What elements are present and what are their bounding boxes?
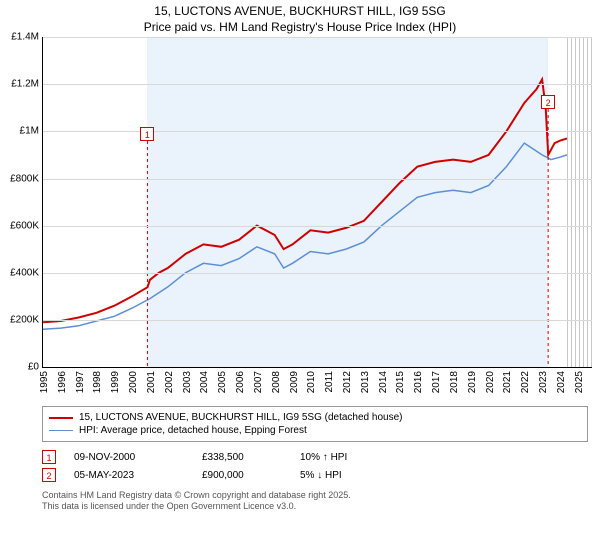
series-price_paid <box>43 80 567 323</box>
sales-row-marker: 2 <box>42 468 56 482</box>
y-axis-label: £1.2M <box>11 79 39 90</box>
x-axis-label: 2021 <box>502 371 513 393</box>
gridline <box>43 273 592 274</box>
x-axis-label: 1998 <box>92 371 103 393</box>
x-axis-label: 2013 <box>360 371 371 393</box>
footer-line-2: This data is licensed under the Open Gov… <box>42 501 588 512</box>
x-axis-label: 2001 <box>146 371 157 393</box>
x-axis-label: 2009 <box>289 371 300 393</box>
x-axis-label: 2012 <box>342 371 353 393</box>
x-axis-label: 2002 <box>164 371 175 393</box>
x-axis-label: 2022 <box>520 371 531 393</box>
sales-row: 2 05-MAY-2023 £900,000 5% ↓ HPI <box>42 466 588 484</box>
sales-row: 1 09-NOV-2000 £338,500 10% ↑ HPI <box>42 448 588 466</box>
legend: 15, LUCTONS AVENUE, BUCKHURST HILL, IG9 … <box>42 406 588 442</box>
x-axis-label: 2005 <box>217 371 228 393</box>
x-axis-label: 2018 <box>449 371 460 393</box>
y-axis-label: £0 <box>28 362 39 373</box>
gridline <box>43 131 592 132</box>
x-axis-label: 2007 <box>253 371 264 393</box>
gridline <box>43 179 592 180</box>
sale-marker-1: 1 <box>140 127 154 141</box>
legend-swatch <box>49 430 73 431</box>
sales-row-marker: 1 <box>42 450 56 464</box>
x-axis-label: 2003 <box>182 371 193 393</box>
sale-delta: 10% ↑ HPI <box>300 452 390 463</box>
title-line-1: 15, LUCTONS AVENUE, BUCKHURST HILL, IG9 … <box>0 4 600 20</box>
x-axis-label: 2023 <box>538 371 549 393</box>
x-axis-label: 1997 <box>75 371 86 393</box>
x-axis-label: 2025 <box>574 371 585 393</box>
line-chart-svg <box>43 37 592 367</box>
gridline <box>43 84 592 85</box>
sale-date: 09-NOV-2000 <box>74 452 184 463</box>
y-axis-label: £400K <box>10 267 39 278</box>
x-axis-label: 2020 <box>485 371 496 393</box>
y-axis-label: £200K <box>10 315 39 326</box>
x-axis-label: 2004 <box>199 371 210 393</box>
x-axis-label: 2010 <box>306 371 317 393</box>
x-axis-label: 2000 <box>128 371 139 393</box>
legend-swatch <box>49 417 73 419</box>
chart-title: 15, LUCTONS AVENUE, BUCKHURST HILL, IG9 … <box>0 0 600 37</box>
x-axis-label: 2016 <box>413 371 424 393</box>
x-axis-label: 2017 <box>431 371 442 393</box>
legend-label: HPI: Average price, detached house, Eppi… <box>79 425 307 436</box>
y-axis-label: £600K <box>10 220 39 231</box>
y-axis-label: £1M <box>20 126 39 137</box>
x-axis-label: 1999 <box>110 371 121 393</box>
gridline <box>43 37 592 38</box>
gridline <box>43 320 592 321</box>
sale-delta: 5% ↓ HPI <box>300 470 390 481</box>
x-axis-label: 2014 <box>378 371 389 393</box>
y-axis-label: £800K <box>10 173 39 184</box>
legend-row: HPI: Average price, detached house, Eppi… <box>49 424 581 437</box>
legend-label: 15, LUCTONS AVENUE, BUCKHURST HILL, IG9 … <box>79 412 402 423</box>
sale-price: £338,500 <box>202 452 282 463</box>
x-axis-label: 1995 <box>39 371 50 393</box>
sale-date: 05-MAY-2023 <box>74 470 184 481</box>
gridline <box>43 226 592 227</box>
x-axis-label: 2006 <box>235 371 246 393</box>
chart-container: 15, LUCTONS AVENUE, BUCKHURST HILL, IG9 … <box>0 0 600 512</box>
attribution-footer: Contains HM Land Registry data © Crown c… <box>42 490 588 512</box>
y-axis-label: £1.4M <box>11 32 39 43</box>
x-axis-label: 1996 <box>57 371 68 393</box>
plot-area: £0£200K£400K£600K£800K£1M£1.2M£1.4M19951… <box>42 37 592 368</box>
sales-table: 1 09-NOV-2000 £338,500 10% ↑ HPI 2 05-MAY-202… <box>42 448 588 484</box>
sale-price: £900,000 <box>202 470 282 481</box>
x-axis-label: 2008 <box>271 371 282 393</box>
sale-marker-2: 2 <box>541 95 555 109</box>
x-axis-label: 2011 <box>324 371 335 393</box>
x-axis-label: 2015 <box>395 371 406 393</box>
footer-line-1: Contains HM Land Registry data © Crown c… <box>42 490 588 501</box>
title-line-2: Price paid vs. HM Land Registry's House … <box>0 20 600 36</box>
x-axis-label: 2024 <box>556 371 567 393</box>
legend-row: 15, LUCTONS AVENUE, BUCKHURST HILL, IG9 … <box>49 411 581 424</box>
x-axis-label: 2019 <box>467 371 478 393</box>
